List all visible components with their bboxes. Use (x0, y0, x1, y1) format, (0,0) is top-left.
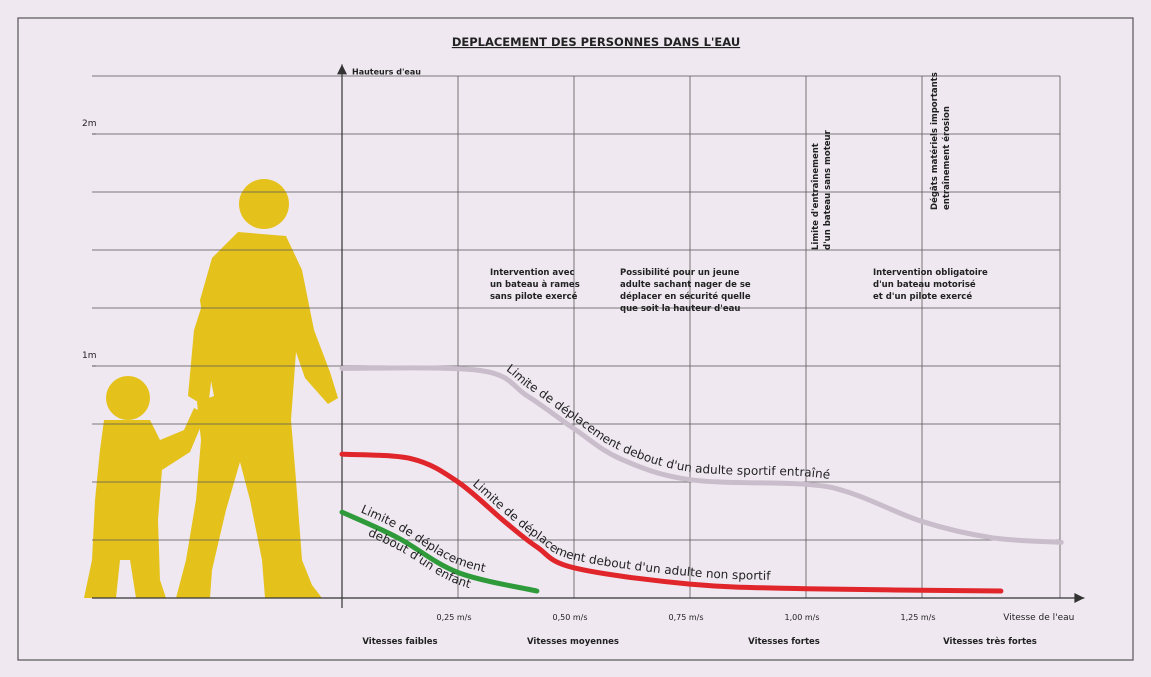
annotation-line: et d'un pilote exercé (873, 291, 972, 302)
adult-body (176, 232, 338, 598)
y-axis-label: Hauteurs d'eau (352, 67, 421, 76)
adult-head (239, 179, 289, 229)
y-tick-label: 1m (82, 351, 97, 361)
zone-label: Vitesses fortes (748, 637, 820, 647)
annotation-line: que soit la hauteur d'eau (620, 304, 740, 314)
line (339, 365, 1064, 545)
x-tick-label: 1,00 m/s (784, 613, 819, 622)
annotation: Intervention avec un bateau à rames sans p… (490, 268, 580, 302)
annotation-line: Intervention obligatoire (873, 268, 988, 278)
frame (17, 17, 1134, 661)
annotation-line: d'un bateau motorisé (873, 279, 976, 290)
x-tick-label: 0,25 m/s (436, 613, 471, 622)
annotation: Intervention obligatoire d'un bateau moto… (873, 268, 988, 302)
annotation-line: sans pilote exercé (490, 291, 578, 302)
annotation-line: déplacer en sécurité quelle (620, 291, 751, 302)
y-tick-label: 2m (82, 119, 97, 129)
child-head (106, 376, 150, 420)
y-axis-arrow (337, 64, 347, 75)
annotation-line: Possibilité pour un jeune (620, 267, 740, 278)
zone-label: Vitesses très fortes (943, 636, 1037, 647)
zone-label: Vitesses moyennes (527, 637, 619, 647)
silhouettes (84, 179, 338, 598)
x-axis-label: Vitesse de l'eau (1003, 613, 1074, 623)
annotation-line: un bateau à rames (490, 280, 580, 290)
vertical-annotation: Limite d'entraînement d'un bateau sans mo… (811, 129, 833, 250)
annotation-line: Dégâts matériels importants (929, 72, 940, 210)
vertical-annotation: Dégâts matériels importants entraînement … (929, 72, 952, 210)
annotation-line: entraînement érosion (941, 106, 952, 210)
annotation: Possibilité pour un jeune adulte sachant … (620, 267, 751, 314)
child-body (84, 408, 206, 598)
annotation-line: adulte sachant nager de se (620, 280, 751, 290)
x-tick-label: 0,75 m/s (668, 613, 703, 622)
line (339, 451, 1004, 594)
x-tick-label: 1,25 m/s (900, 613, 935, 622)
zone-label: Vitesses faibles (362, 637, 437, 647)
line (339, 509, 540, 594)
x-tick-label: 0,50 m/s (552, 613, 587, 622)
annotation-line: d'un bateau sans moteur (823, 129, 833, 250)
adult-arm (188, 268, 216, 408)
annotation-line: Limite d'entraînement (811, 143, 821, 250)
annotation-line: Intervention avec (490, 268, 575, 278)
x-axis-arrow (1074, 593, 1085, 603)
chart-title: DEPLACEMENT DES PERSONNES DANS L'EAU (452, 35, 740, 49)
